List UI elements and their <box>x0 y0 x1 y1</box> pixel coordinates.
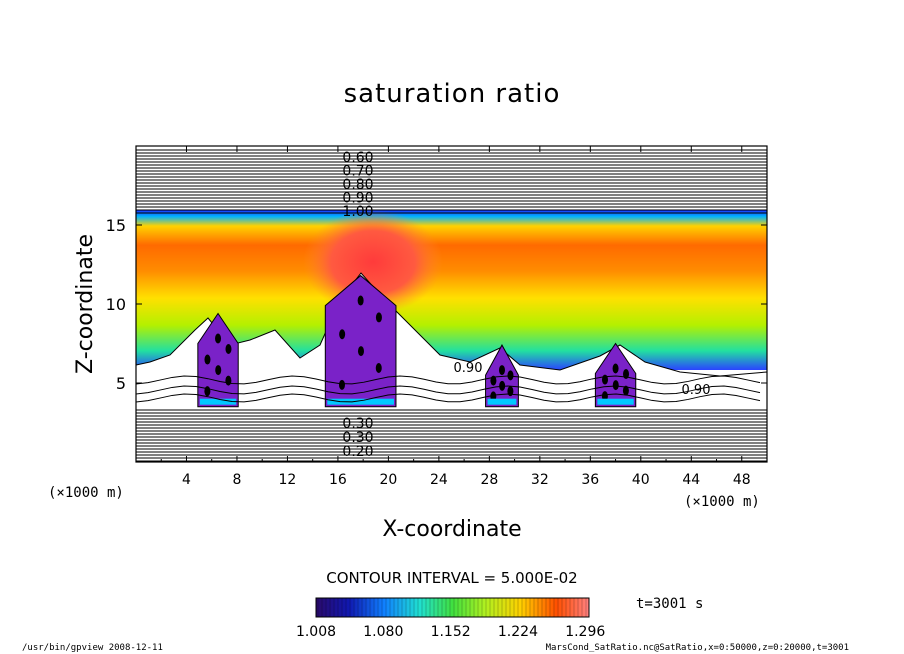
contour-label: 0.90 <box>342 191 373 207</box>
x-tick-label: 36 <box>581 472 599 488</box>
contour-label: 0.30 <box>342 416 373 432</box>
x-tick-label: 12 <box>279 472 297 488</box>
plume-base <box>327 398 394 405</box>
plume-cell <box>338 379 345 390</box>
plume-cell <box>622 385 629 396</box>
plume-cell <box>612 380 619 391</box>
x-tick-label: 20 <box>379 472 397 488</box>
x-axis-ticks: 4 8 12 16 20 24 28 32 36 40 44 48 <box>160 146 751 488</box>
contour-label: 0.20 <box>342 444 373 460</box>
x-tick-label: 16 <box>329 472 347 488</box>
stable-layer-contours <box>136 149 767 214</box>
plume-cell <box>357 346 364 357</box>
cloud-plume <box>324 274 397 408</box>
colorbar-tick-label: 1.152 <box>431 624 471 640</box>
contour-interval-label: CONTOUR INTERVAL = 5.000E-02 <box>326 569 577 587</box>
contour-label: 1.00 <box>342 204 373 220</box>
x-tick-label: 48 <box>733 472 751 488</box>
x-unit-right: (×1000 m) <box>684 494 760 510</box>
x-axis-label: X-coordinate <box>382 517 521 542</box>
x-tick-label: 44 <box>682 472 700 488</box>
plume-cell <box>204 386 211 397</box>
contour-label: 0.90 <box>454 361 483 376</box>
footer-left: /usr/bin/gpview 2008-12-11 <box>22 643 163 653</box>
plume-cell <box>215 365 222 376</box>
x-tick-label: 28 <box>480 472 498 488</box>
footer-right: MarsCond_SatRatio.nc@SatRatio,x=0:50000,… <box>546 643 849 653</box>
saturation-field <box>136 149 767 462</box>
x-unit-left: (×1000 m) <box>48 485 124 501</box>
colorbar-tick-label: 1.224 <box>498 624 538 640</box>
plume-base <box>597 398 634 405</box>
lower-layer-contours <box>136 375 767 462</box>
plume-cell <box>375 312 382 323</box>
plume-cell <box>507 370 514 381</box>
colorbar-tick-label: 1.296 <box>565 624 605 640</box>
plume-cell <box>375 362 382 373</box>
plume-cell <box>357 295 364 306</box>
x-tick-label: 32 <box>531 472 549 488</box>
x-tick-label: 8 <box>232 472 241 488</box>
colorbar <box>315 597 590 618</box>
plume-cell <box>499 380 506 391</box>
x-tick-label: 4 <box>182 472 191 488</box>
plume-cell <box>204 354 211 365</box>
contour-line <box>136 375 761 385</box>
colorbar-tick-label: 1.008 <box>296 624 336 640</box>
plume-cell <box>339 329 346 340</box>
x-tick-label: 24 <box>430 472 448 488</box>
contour-line <box>136 385 761 395</box>
chart-title: saturation ratio <box>344 79 561 109</box>
contour-label: 0.80 <box>342 177 373 193</box>
contour-line <box>136 393 761 403</box>
time-label: t=3001 s <box>636 596 703 612</box>
y-axis-label: Z-coordinate <box>73 234 98 374</box>
x-tick-label: 40 <box>632 472 650 488</box>
contour-label: 0.70 <box>342 164 373 180</box>
plume-cell <box>215 333 222 344</box>
y-axis-ticks: 5 10 15 <box>106 216 767 393</box>
colorbar-tick-label: 1.080 <box>363 624 403 640</box>
y-tick-label: 15 <box>106 216 126 235</box>
plume-cell <box>225 344 232 355</box>
cloud-plumes <box>197 274 637 408</box>
contour-label: 0.30 <box>342 430 373 446</box>
colorbar-ticks: 1.008 1.080 1.152 1.224 1.296 <box>296 624 605 640</box>
contour-labels: 0.600.700.800.901.000.300.300.200.900.90 <box>342 150 710 460</box>
plume-cell <box>498 365 505 376</box>
plume-base <box>199 398 237 405</box>
peak-saturation-cap <box>303 210 443 314</box>
plume-base <box>487 398 517 405</box>
contour-label: 0.90 <box>682 383 711 398</box>
contour-label: 0.60 <box>342 150 373 166</box>
plume-cell <box>601 391 608 402</box>
colorbar-level-lines <box>317 598 587 617</box>
y-tick-label: 10 <box>106 295 126 314</box>
plume-cell <box>225 375 232 386</box>
y-tick-label: 5 <box>116 374 126 393</box>
plume-cell <box>612 363 619 374</box>
